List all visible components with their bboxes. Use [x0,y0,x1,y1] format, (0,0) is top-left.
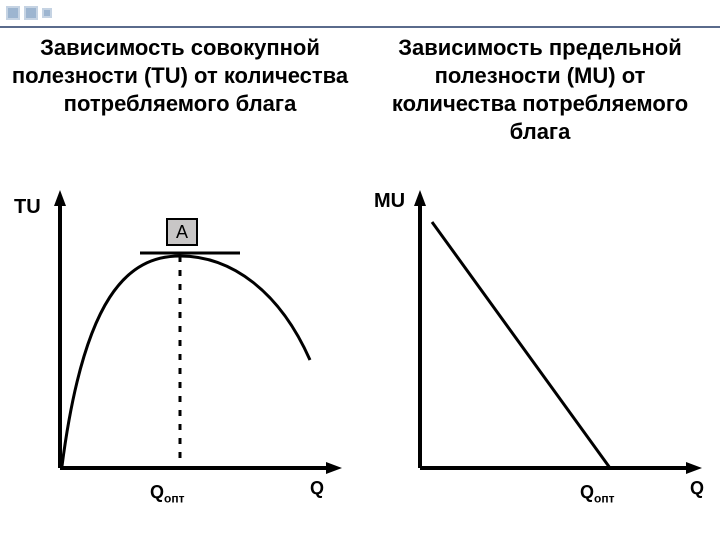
panel-mu: MU Qопт Q [360,186,720,526]
title-right: Зависимость предельной полезности (MU) о… [360,34,720,147]
x-opt-label-tu: Qопт [150,482,184,506]
x-opt-label-mu: Qопт [580,482,614,506]
page-root: Зависимость совокупной полезности (TU) о… [0,0,720,540]
tu-chart [0,186,360,526]
header-rule [0,26,720,28]
x-axis-arrow-icon [326,462,342,474]
mu-chart [360,186,720,526]
panels-row: TU A Qопт Q MU [0,186,720,526]
x-opt-text: Qопт [580,482,614,502]
bullet-icon [42,8,52,18]
bullet-icon [6,6,20,20]
title-left: Зависимость совокупной полезности (TU) о… [0,34,360,147]
x-axis-arrow-icon [686,462,702,474]
mu-line [432,222,610,468]
bullet-icon [24,6,38,20]
corner-bullets [6,6,52,20]
y-axis-arrow-icon [54,190,66,206]
panel-tu: TU A Qопт Q [0,186,360,526]
x-axis-label-mu: Q [690,478,704,499]
y-axis-arrow-icon [414,190,426,206]
x-axis-label-tu: Q [310,478,324,499]
title-row: Зависимость совокупной полезности (TU) о… [0,34,720,147]
tu-curve [62,256,310,466]
x-opt-text: Qопт [150,482,184,502]
